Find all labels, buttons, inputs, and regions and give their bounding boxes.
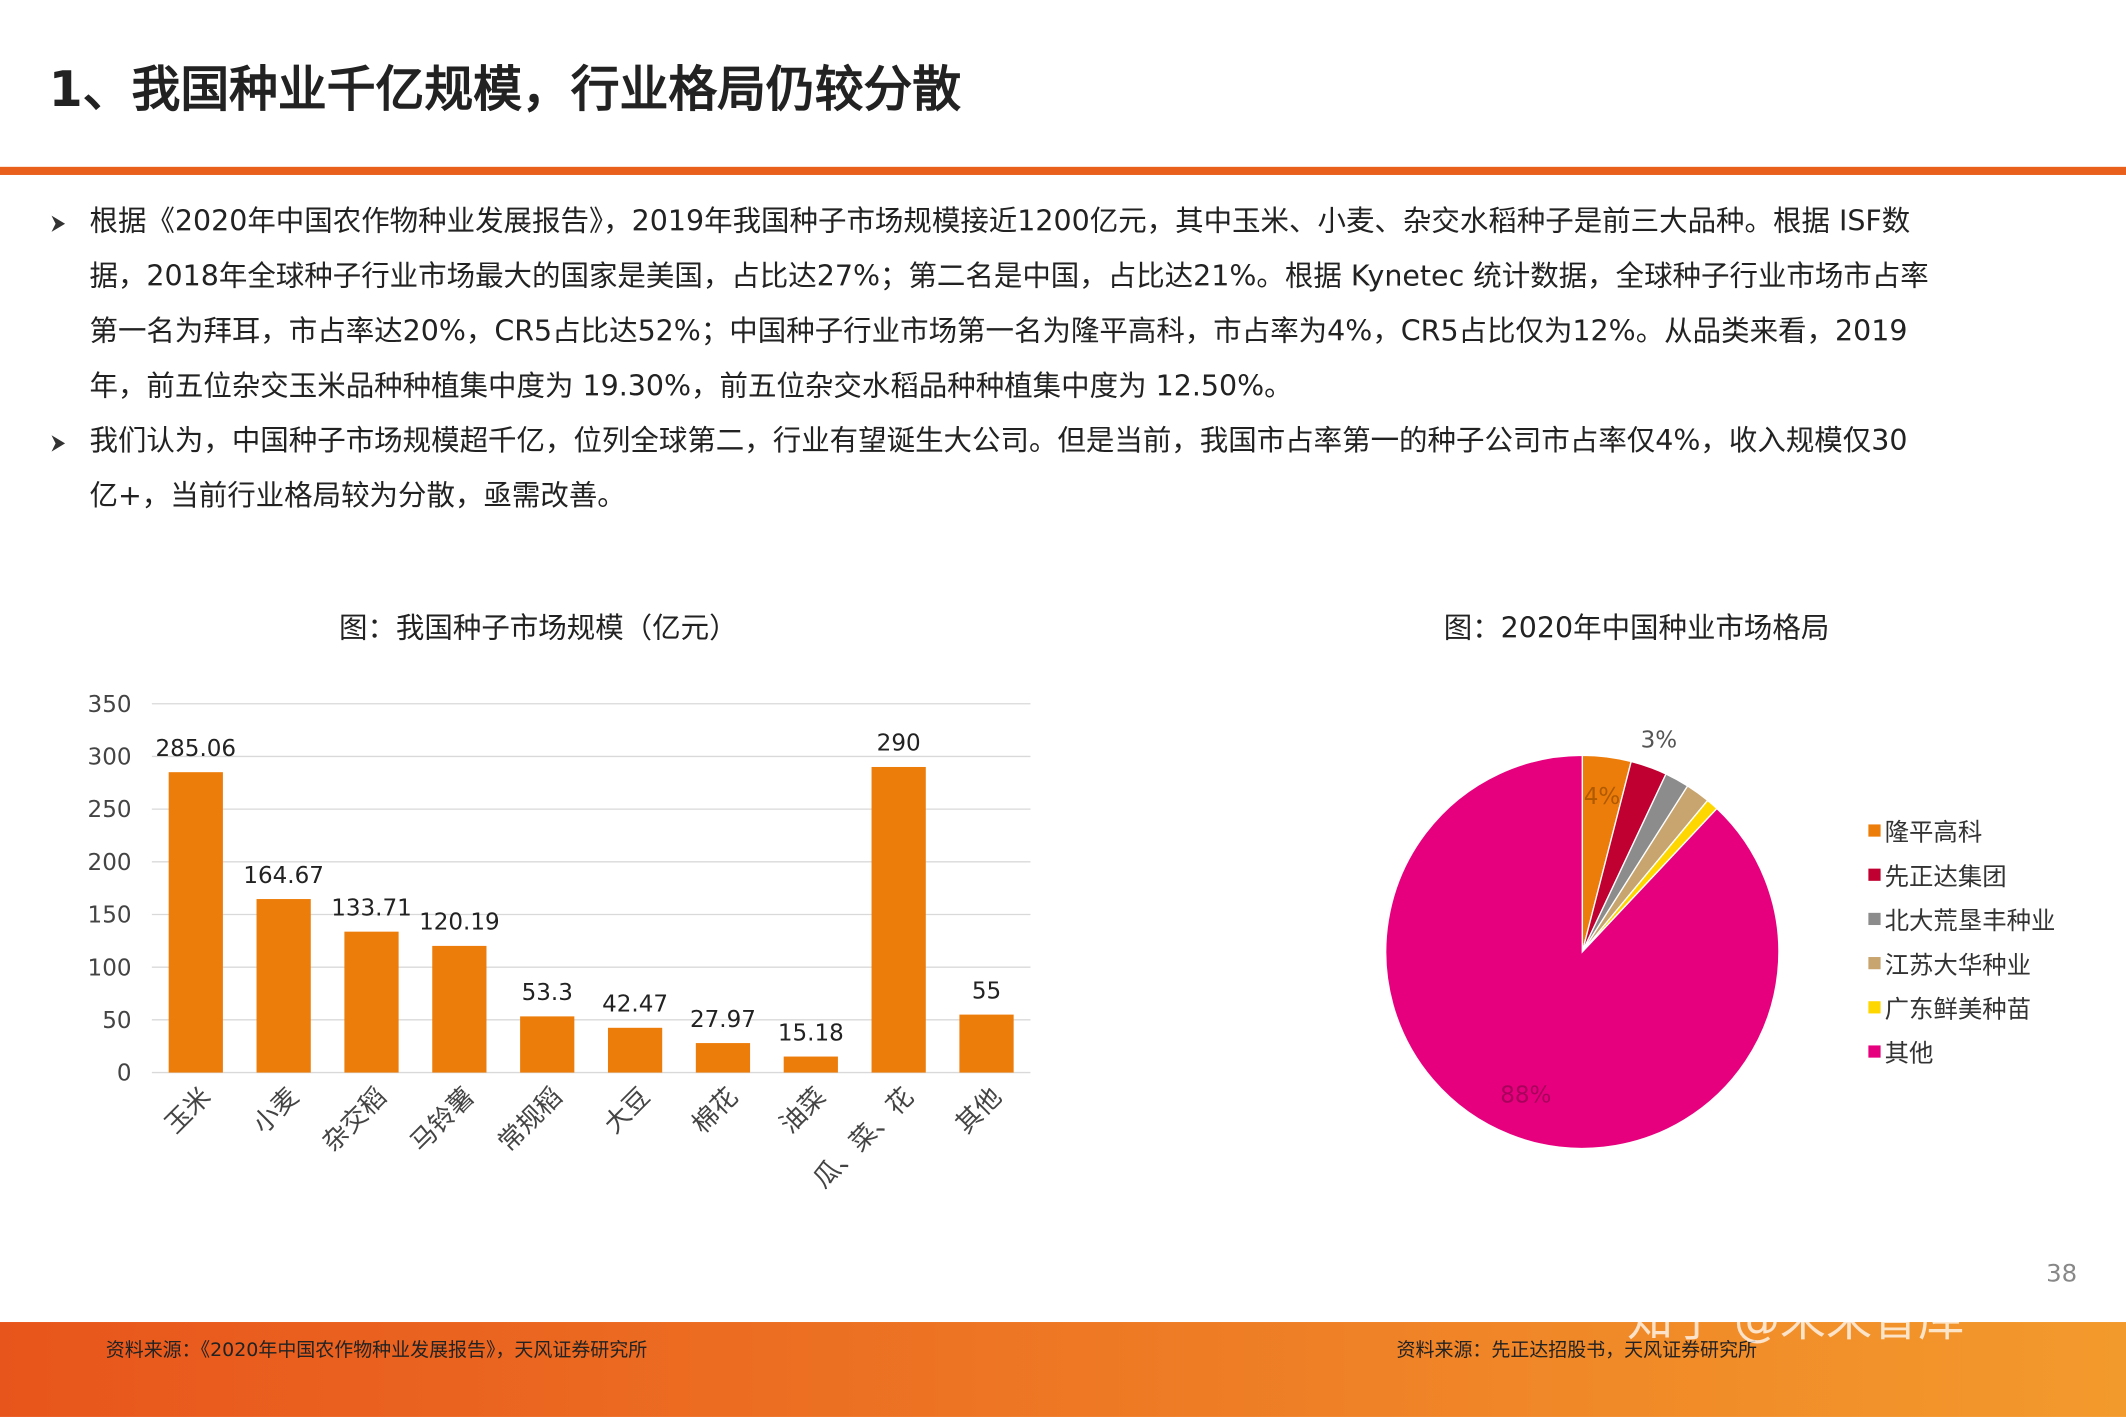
bar (783, 1056, 838, 1073)
bar (871, 766, 926, 1073)
legend-label: 北大荒垦丰种业 (1885, 906, 2056, 935)
y-tick-label: 100 (88, 955, 132, 981)
bar (695, 1043, 751, 1073)
pie-label: 88% (1500, 1083, 1551, 1109)
y-tick-label: 200 (88, 850, 132, 876)
legend-label: 先正达集团 (1885, 862, 2007, 891)
bullet-text: 据，2018年全球种子行业市场最大的国家是美国，占比达27%；第二名是中国，占比… (89, 259, 1928, 292)
source-left: 资料来源：《2020年中国农作物种业发展报告》，天风证券研究所 (106, 1339, 647, 1361)
bullet-marker (51, 435, 66, 452)
bar (520, 1016, 575, 1073)
value-label: 53.3 (522, 980, 573, 1006)
value-label: 285.06 (155, 736, 236, 762)
header-rule (0, 166, 2126, 175)
value-label: 164.67 (243, 863, 324, 889)
legend-label: 其他 (1885, 1039, 1934, 1068)
y-tick-label: 0 (117, 1061, 132, 1087)
source-right: 资料来源：先正达招股书，天风证券研究所 (1397, 1339, 1757, 1361)
pie-label: 3% (1641, 727, 1678, 753)
bullet-text: 我们认为，中国种子市场规模超千亿，位列全球第二，行业有望诞生大公司。但是当前，我… (89, 424, 1907, 457)
bullet-text: 亿+，当前行业格局较为分散，亟需改善。 (89, 479, 625, 512)
y-tick-label: 350 (88, 692, 132, 718)
value-label: 290 (877, 731, 921, 757)
legend-swatch (1868, 1045, 1881, 1058)
y-tick-label: 300 (88, 745, 132, 771)
bar (432, 945, 487, 1073)
bar (344, 931, 399, 1073)
watermark: 知乎 @未来智库 (1627, 1293, 1964, 1347)
legend-swatch (1868, 868, 1881, 881)
bar (607, 1027, 663, 1073)
bar (256, 899, 311, 1073)
legend-swatch (1868, 957, 1881, 970)
value-label: 15.18 (778, 1020, 844, 1046)
bar (168, 772, 223, 1073)
bullet-text: 年，前五位杂交玉米品种种植集中度为 19.30%，前五位杂交水稻品种种植集中度为… (89, 369, 1292, 402)
value-label: 27.97 (690, 1007, 756, 1033)
value-label: 133.71 (331, 895, 412, 921)
value-label: 120.19 (419, 910, 500, 936)
chart-title: 图：我国种子市场规模（亿元） (339, 611, 738, 644)
bullet-marker (51, 215, 66, 232)
pie-label: 4% (1584, 784, 1621, 810)
value-label: 55 (972, 978, 1001, 1004)
y-tick-label: 250 (88, 797, 132, 823)
chart-title: 图：2020年中国种业市场格局 (1444, 611, 1830, 644)
legend-swatch (1868, 912, 1881, 926)
legend-label: 广东鲜美种苗 (1885, 995, 2031, 1024)
bar (959, 1014, 1014, 1073)
bullet-text: 根据《2020年中国农作物种业发展报告》，2019年我国种子市场规模接近1200… (89, 205, 1910, 238)
legend-swatch (1868, 824, 1881, 837)
y-tick-label: 50 (102, 1008, 131, 1034)
legend-label: 江苏大华种业 (1885, 950, 2031, 979)
page-number: 38 (2046, 1258, 2077, 1287)
slide-title: 1、我国种业千亿规模，行业格局仍较分散 (49, 61, 962, 118)
legend-swatch (1868, 1001, 1881, 1014)
y-tick-label: 150 (88, 903, 132, 929)
pie-slice (1385, 754, 1780, 1150)
bullet-text: 第一名为拜耳，市占率达20%，CR5占比达52%；中国种子行业市场第一名为隆平高… (89, 314, 1907, 347)
value-label: 42.47 (602, 992, 668, 1018)
legend-label: 隆平高科 (1885, 818, 1983, 847)
footer-band (0, 1322, 2126, 1417)
